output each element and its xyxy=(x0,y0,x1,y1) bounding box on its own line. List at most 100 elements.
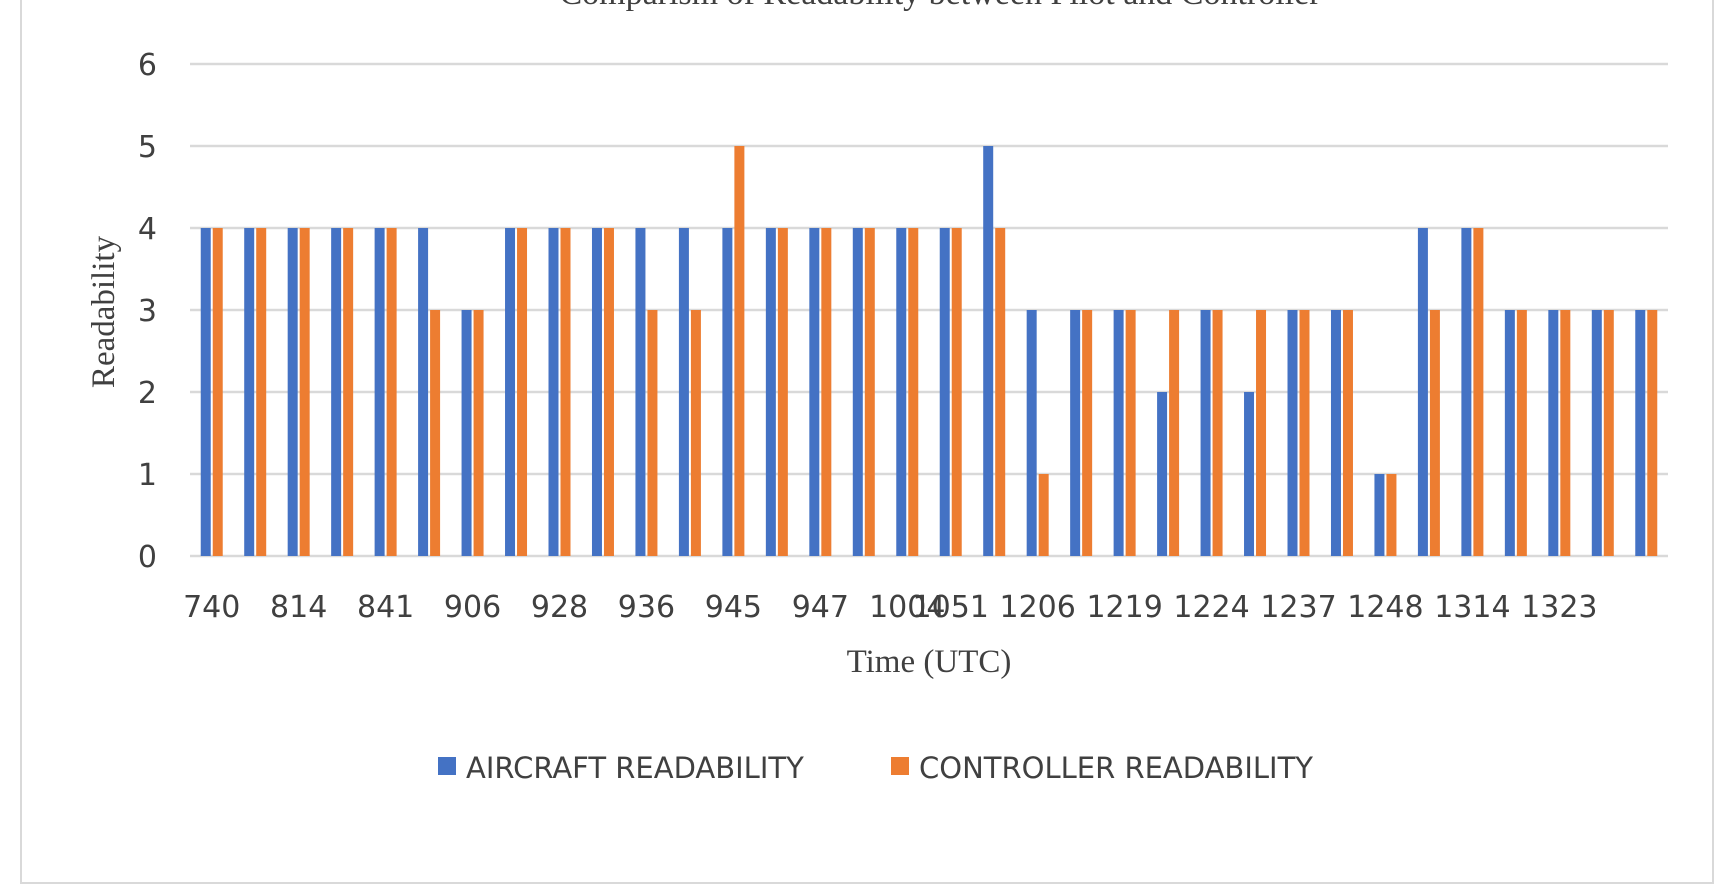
bar-aircraft-27 xyxy=(1374,474,1385,556)
bar-aircraft-20 xyxy=(1070,310,1081,556)
gridlines xyxy=(190,62,1668,558)
bar-aircraft-11 xyxy=(678,228,689,556)
x-tick-label: 1314 xyxy=(1434,590,1510,625)
x-tick-label: 936 xyxy=(618,590,675,625)
legend-item-controller: CONTROLLER READABILITY xyxy=(891,751,1313,785)
bar-controller-0 xyxy=(212,228,223,556)
bar-aircraft-13 xyxy=(765,228,776,556)
y-tick-label: 6 xyxy=(138,48,157,83)
bar-aircraft-3 xyxy=(331,228,342,556)
x-tick-label: 1224 xyxy=(1173,590,1249,625)
bar-aircraft-31 xyxy=(1548,310,1559,556)
bar-aircraft-32 xyxy=(1591,310,1602,556)
bar-aircraft-2 xyxy=(287,228,298,556)
bar-controller-6 xyxy=(473,310,484,556)
bar-controller-30 xyxy=(1516,310,1527,556)
bar-aircraft-4 xyxy=(374,228,385,556)
bars xyxy=(200,146,1658,556)
legend-item-aircraft: AIRCRAFT READABILITY xyxy=(438,751,804,785)
bar-aircraft-22 xyxy=(1157,392,1168,556)
bar-aircraft-1 xyxy=(244,228,255,556)
x-tick-label: 906 xyxy=(444,590,501,625)
bar-aircraft-0 xyxy=(200,228,211,556)
bar-aircraft-30 xyxy=(1504,310,1515,556)
y-tick-label: 0 xyxy=(138,540,157,575)
bar-controller-12 xyxy=(734,146,745,556)
chart-title: Comparism of Readability between Pilot a… xyxy=(559,0,1321,12)
bar-aircraft-5 xyxy=(418,228,429,556)
x-tick-label: 928 xyxy=(531,590,588,625)
bar-controller-22 xyxy=(1169,310,1180,556)
bar-aircraft-25 xyxy=(1287,310,1298,556)
bar-aircraft-23 xyxy=(1200,310,1211,556)
bar-controller-28 xyxy=(1429,310,1440,556)
bar-aircraft-17 xyxy=(939,228,950,556)
bar-aircraft-10 xyxy=(635,228,646,556)
x-tick-label: 1004 xyxy=(869,590,945,625)
bar-aircraft-28 xyxy=(1417,228,1428,556)
bar-controller-26 xyxy=(1342,310,1353,556)
bar-aircraft-9 xyxy=(591,228,602,556)
bar-controller-11 xyxy=(690,310,701,556)
x-tick-label: 1323 xyxy=(1521,590,1597,625)
bar-controller-15 xyxy=(864,228,875,556)
y-tick-label: 2 xyxy=(138,376,157,411)
bar-controller-25 xyxy=(1299,310,1310,556)
bar-controller-16 xyxy=(908,228,919,556)
bar-controller-24 xyxy=(1256,310,1267,556)
bar-aircraft-12 xyxy=(722,228,733,556)
bar-controller-13 xyxy=(777,228,788,556)
bar-controller-19 xyxy=(1038,474,1049,556)
legend: AIRCRAFT READABILITY CONTROLLER READABIL… xyxy=(438,751,1313,785)
bar-aircraft-18 xyxy=(983,146,994,556)
bar-aircraft-6 xyxy=(461,310,472,556)
legend-label-aircraft: AIRCRAFT READABILITY xyxy=(466,751,804,785)
legend-swatch-controller xyxy=(891,757,909,775)
bar-controller-29 xyxy=(1473,228,1484,556)
x-tick-label: 841 xyxy=(357,590,414,625)
bar-controller-8 xyxy=(560,228,571,556)
bar-aircraft-26 xyxy=(1330,310,1341,556)
legend-swatch-aircraft xyxy=(438,757,456,775)
bar-aircraft-8 xyxy=(548,228,559,556)
y-axis-title: Readability xyxy=(86,235,122,388)
bar-aircraft-29 xyxy=(1461,228,1472,556)
bar-controller-27 xyxy=(1386,474,1397,556)
bar-controller-10 xyxy=(647,310,658,556)
bar-aircraft-7 xyxy=(505,228,516,556)
bar-controller-2 xyxy=(299,228,310,556)
bar-aircraft-15 xyxy=(852,228,863,556)
x-axis-title: Time (UTC) xyxy=(847,644,1012,680)
bar-aircraft-33 xyxy=(1635,310,1646,556)
y-tick-label: 1 xyxy=(138,458,157,493)
bar-controller-33 xyxy=(1647,310,1658,556)
chart: 0 1 2 3 4 5 6 740 814 841 906 928 936 945 947 10041051… xyxy=(86,0,1668,785)
bar-controller-32 xyxy=(1603,310,1614,556)
bar-controller-1 xyxy=(256,228,267,556)
bar-controller-14 xyxy=(821,228,832,556)
x-tick-label: 1248 xyxy=(1347,590,1423,625)
bar-aircraft-19 xyxy=(1026,310,1037,556)
x-tick-label: 814 xyxy=(270,590,327,625)
bar-controller-3 xyxy=(343,228,354,556)
y-tick-label: 4 xyxy=(138,212,157,247)
x-tick-label: 1206 xyxy=(999,590,1075,625)
y-tick-label: 5 xyxy=(138,130,157,165)
y-tick-labels: 0 1 2 3 4 5 6 xyxy=(138,48,157,575)
bar-controller-4 xyxy=(386,228,397,556)
bar-controller-21 xyxy=(1125,310,1136,556)
bar-controller-17 xyxy=(951,228,962,556)
x-tick-label: 945 xyxy=(705,590,762,625)
x-tick-label: 1051 xyxy=(913,590,989,625)
bar-controller-5 xyxy=(430,310,441,556)
bar-aircraft-24 xyxy=(1244,392,1255,556)
bar-controller-7 xyxy=(517,228,528,556)
bar-aircraft-14 xyxy=(809,228,820,556)
bar-aircraft-21 xyxy=(1113,310,1124,556)
bar-controller-31 xyxy=(1560,310,1571,556)
legend-label-controller: CONTROLLER READABILITY xyxy=(919,751,1313,785)
x-tick-label: 947 xyxy=(792,590,849,625)
x-tick-label: 740 xyxy=(183,590,240,625)
y-tick-label: 3 xyxy=(138,294,157,329)
